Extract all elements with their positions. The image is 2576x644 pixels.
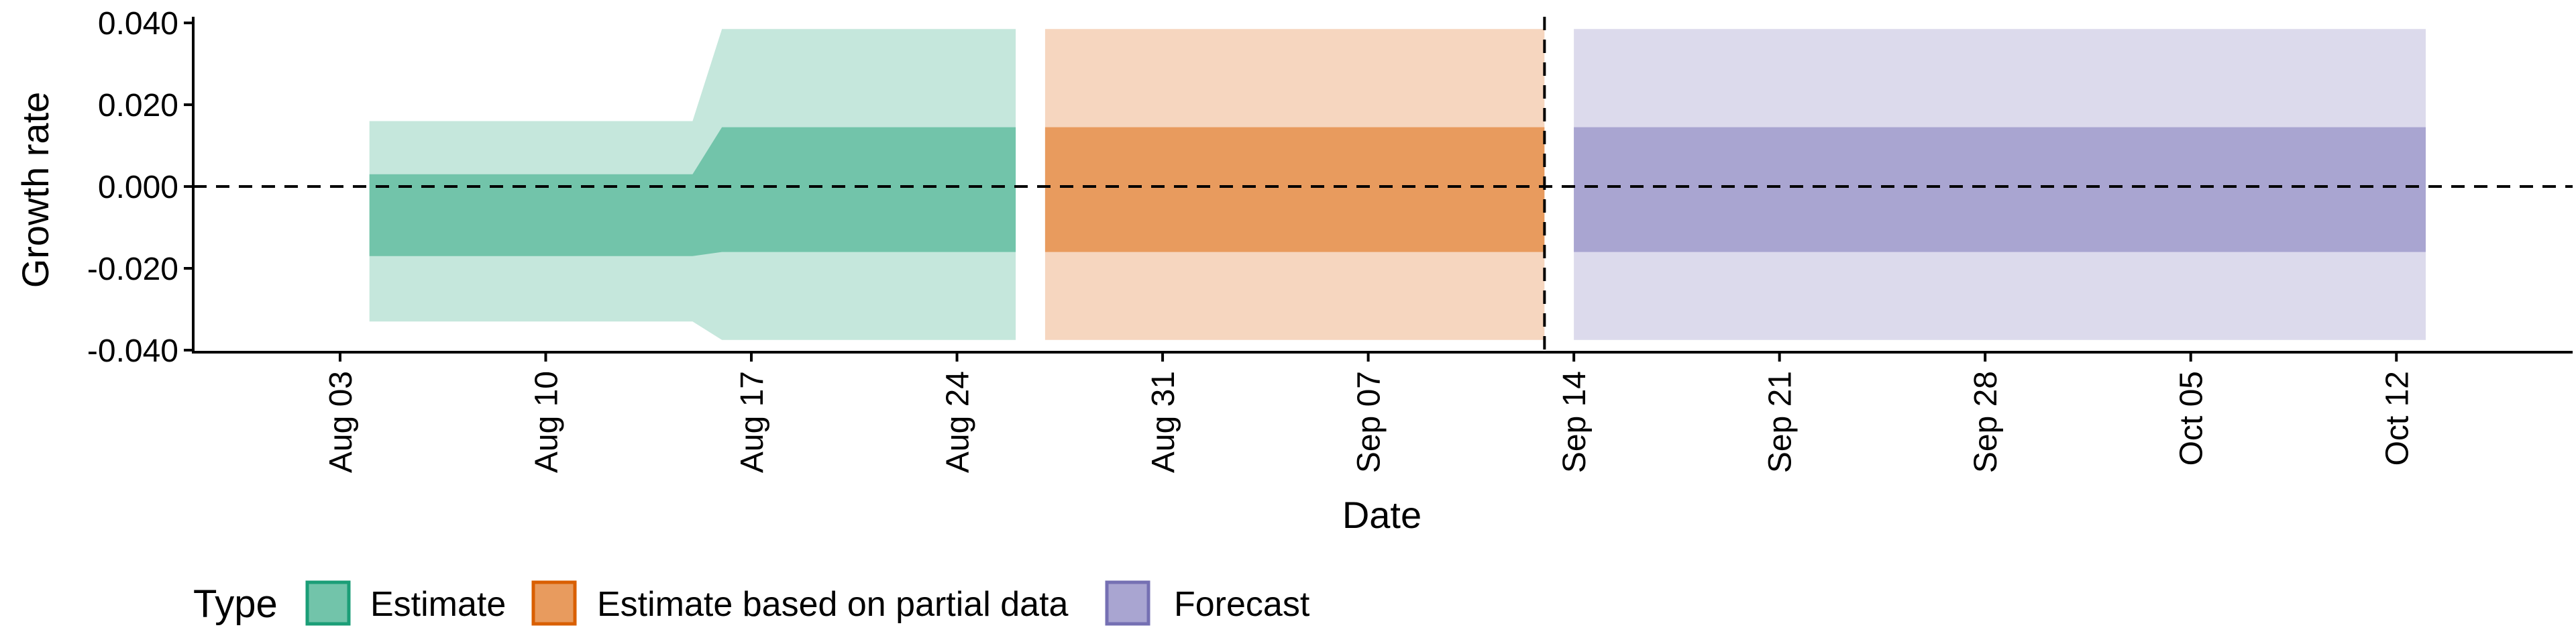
- x-tick-label: Aug 10: [529, 371, 565, 473]
- uncertainty-bands: [369, 29, 2426, 340]
- band-inner-2: [1574, 127, 2426, 252]
- legend-label-estimate: Estimate: [370, 585, 506, 624]
- legend-label-partial: Estimate based on partial data: [597, 585, 1069, 624]
- y-tick-label: -0.040: [87, 333, 178, 369]
- y-tick-label: 0.040: [98, 6, 178, 42]
- x-tick-label: Aug 31: [1146, 371, 1181, 473]
- x-axis-title: Date: [1342, 494, 1421, 536]
- x-tick-label: Oct 12: [2379, 371, 2415, 466]
- y-tick-label: 0.020: [98, 88, 178, 123]
- legend-key-estimate: [305, 580, 351, 626]
- legend-label-forecast: Forecast: [1174, 585, 1310, 624]
- legend: Type Estimate Estimate based on partial …: [193, 580, 1310, 626]
- reference-lines: [193, 17, 2573, 352]
- y-axis-title: Growth rate: [14, 92, 56, 288]
- axes: 0.040 0.020 0.000 -0.020 -0.040 Aug 03 Aug 10 A…: [87, 6, 2573, 473]
- x-tick-label: Oct 05: [2174, 371, 2210, 466]
- band-inner-0: [369, 127, 1016, 256]
- x-tick-label: Sep 28: [1968, 371, 2004, 473]
- x-tick-label: Sep 07: [1352, 371, 1387, 473]
- legend-key-partial: [531, 580, 577, 626]
- y-tick-label: 0.000: [98, 170, 178, 205]
- x-tick-label: Sep 21: [1763, 371, 1799, 473]
- x-tick-label: Aug 24: [941, 371, 976, 473]
- band-inner-1: [1044, 127, 1545, 252]
- legend-key-forecast: [1105, 580, 1150, 626]
- y-tick-label: -0.020: [87, 252, 178, 287]
- legend-title: Type: [193, 582, 278, 626]
- x-tick-label: Sep 14: [1557, 371, 1593, 473]
- x-tick-label: Aug 17: [735, 371, 770, 473]
- x-tick-label: Aug 03: [323, 371, 359, 473]
